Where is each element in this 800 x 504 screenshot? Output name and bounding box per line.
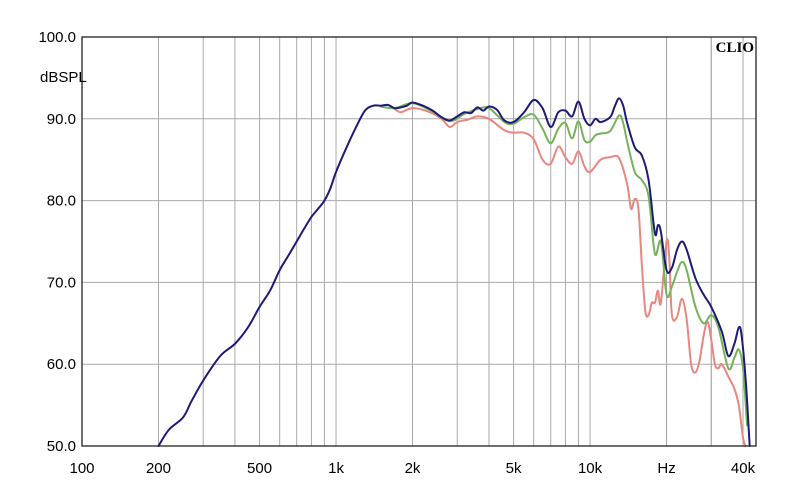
x-tick-label: 2k [405,460,421,477]
chart-grid [82,37,756,446]
x-tick-label: 500 [247,460,272,477]
x-tick-label: 10k [578,460,603,477]
series-line-3 [393,107,747,447]
y-tick-label: 70.0 [47,274,76,291]
y-axis-label: dBSPL [40,69,87,86]
y-tick-label: 80.0 [47,193,76,210]
x-tick-label: 1k [328,460,344,477]
x-tick-label: 100 [69,460,94,477]
y-tick-label: 50.0 [47,438,76,455]
x-tick-label: 200 [146,460,171,477]
y-tick-label: 100.0 [38,29,76,46]
series-line-2 [379,102,749,427]
series-line-1 [157,97,751,447]
x-tick-label: 40k [731,460,756,477]
y-tick-label: 60.0 [47,356,76,373]
x-tick-label: 5k [506,460,522,477]
y-tick-label: 90.0 [47,111,76,128]
series-curves [157,97,751,447]
brand-label: CLIO [716,40,754,56]
plot-frame [81,36,757,447]
x-tick-label: Hz [657,460,675,477]
x-tick-labels: 100 200 500 1k 2k 5k 10k Hz 40k [69,460,755,477]
y-tick-labels: 100.0 90.0 80.0 70.0 60.0 50.0 [38,29,76,455]
